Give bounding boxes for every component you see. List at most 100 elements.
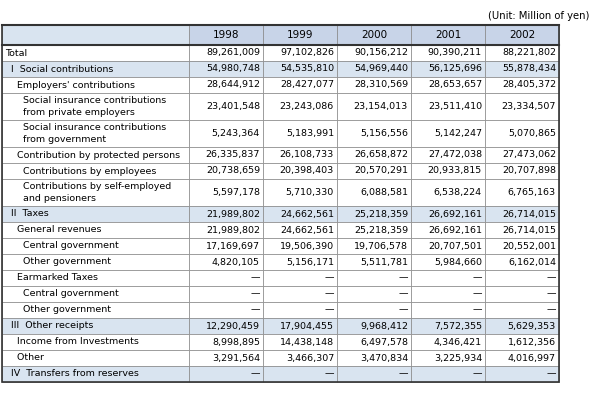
Text: 12,290,459: 12,290,459	[206, 321, 260, 331]
Bar	[337, 366, 411, 382]
Text: 26,692,161: 26,692,161	[428, 225, 482, 234]
Bar	[411, 350, 485, 366]
Text: 23,243,086: 23,243,086	[280, 102, 334, 111]
Text: 6,162,014: 6,162,014	[508, 257, 556, 267]
Text: 90,156,212: 90,156,212	[354, 48, 408, 58]
Bar	[189, 120, 263, 147]
Bar	[411, 286, 485, 302]
Text: 5,142,247: 5,142,247	[434, 129, 482, 138]
Bar	[2, 238, 189, 254]
Bar	[2, 270, 189, 286]
Text: 9,968,412: 9,968,412	[360, 321, 408, 331]
Text: 6,765,163: 6,765,163	[508, 188, 556, 197]
Bar	[263, 206, 337, 222]
Bar	[485, 302, 559, 318]
Text: 20,933,815: 20,933,815	[428, 166, 482, 176]
Text: 27,472,038: 27,472,038	[428, 150, 482, 160]
Text: III  Other receipts: III Other receipts	[5, 321, 93, 331]
Bar	[189, 222, 263, 238]
Bar	[485, 93, 559, 120]
Text: —: —	[472, 306, 482, 314]
Bar	[485, 120, 559, 147]
Text: 3,291,564: 3,291,564	[212, 354, 260, 362]
Text: Other government: Other government	[5, 306, 111, 314]
Bar	[485, 179, 559, 206]
Text: Other government: Other government	[5, 257, 111, 267]
Text: 23,511,410: 23,511,410	[428, 102, 482, 111]
Text: 20,707,501: 20,707,501	[428, 242, 482, 250]
Text: —: —	[251, 273, 260, 283]
Bar	[2, 61, 189, 77]
Bar	[189, 286, 263, 302]
Bar	[2, 318, 189, 334]
Text: 26,335,837: 26,335,837	[206, 150, 260, 160]
Text: Contributions by employees: Contributions by employees	[5, 166, 157, 176]
Text: 5,984,660: 5,984,660	[434, 257, 482, 267]
Text: 1999: 1999	[287, 30, 313, 40]
Bar	[189, 77, 263, 93]
Bar	[189, 302, 263, 318]
Text: 20,398,403: 20,398,403	[280, 166, 334, 176]
Text: 20,707,898: 20,707,898	[502, 166, 556, 176]
Text: 90,390,211: 90,390,211	[428, 48, 482, 58]
Bar	[263, 25, 337, 45]
Text: 8,998,895: 8,998,895	[212, 337, 260, 347]
Text: 54,535,810: 54,535,810	[280, 64, 334, 74]
Text: 23,401,548: 23,401,548	[206, 102, 260, 111]
Bar	[485, 254, 559, 270]
Bar	[2, 350, 189, 366]
Text: 1998: 1998	[213, 30, 239, 40]
Bar	[2, 222, 189, 238]
Text: 24,662,561: 24,662,561	[280, 209, 334, 219]
Bar	[189, 179, 263, 206]
Text: 19,506,390: 19,506,390	[280, 242, 334, 250]
Bar	[485, 318, 559, 334]
Text: 5,156,171: 5,156,171	[286, 257, 334, 267]
Bar	[337, 206, 411, 222]
Bar	[263, 366, 337, 382]
Text: 5,597,178: 5,597,178	[212, 188, 260, 197]
Text: 3,225,934: 3,225,934	[434, 354, 482, 362]
Text: 6,497,578: 6,497,578	[360, 337, 408, 347]
Text: —: —	[547, 370, 556, 379]
Text: 28,644,912: 28,644,912	[206, 81, 260, 89]
Text: 26,714,015: 26,714,015	[502, 209, 556, 219]
Text: 21,989,802: 21,989,802	[206, 209, 260, 219]
Text: 20,738,659: 20,738,659	[206, 166, 260, 176]
Bar	[189, 61, 263, 77]
Bar	[263, 163, 337, 179]
Bar	[411, 254, 485, 270]
Text: 5,243,364: 5,243,364	[212, 129, 260, 138]
Text: Social insurance contributions
      from government: Social insurance contributions from gove…	[5, 123, 166, 144]
Bar	[337, 179, 411, 206]
Bar	[263, 350, 337, 366]
Bar	[2, 179, 189, 206]
Bar	[411, 25, 485, 45]
Bar	[189, 45, 263, 61]
Text: Other: Other	[5, 354, 44, 362]
Text: Contributions by self-employed
      and pensioners: Contributions by self-employed and pensi…	[5, 182, 171, 203]
Text: 6,538,224: 6,538,224	[434, 188, 482, 197]
Text: —: —	[547, 273, 556, 283]
Text: 54,980,748: 54,980,748	[206, 64, 260, 74]
Bar	[485, 61, 559, 77]
Bar	[189, 163, 263, 179]
Bar	[189, 366, 263, 382]
Text: 28,310,569: 28,310,569	[354, 81, 408, 89]
Bar	[411, 270, 485, 286]
Text: 54,969,440: 54,969,440	[354, 64, 408, 74]
Text: I  Social contributions: I Social contributions	[5, 64, 113, 74]
Text: 5,629,353: 5,629,353	[508, 321, 556, 331]
Bar	[485, 270, 559, 286]
Bar	[189, 318, 263, 334]
Bar	[485, 238, 559, 254]
Bar	[337, 222, 411, 238]
Text: 26,658,872: 26,658,872	[354, 150, 408, 160]
Bar	[189, 238, 263, 254]
Bar	[2, 93, 189, 120]
Bar	[2, 254, 189, 270]
Text: Central government: Central government	[5, 290, 119, 298]
Bar	[485, 334, 559, 350]
Text: 2001: 2001	[435, 30, 461, 40]
Text: 25,218,359: 25,218,359	[354, 209, 408, 219]
